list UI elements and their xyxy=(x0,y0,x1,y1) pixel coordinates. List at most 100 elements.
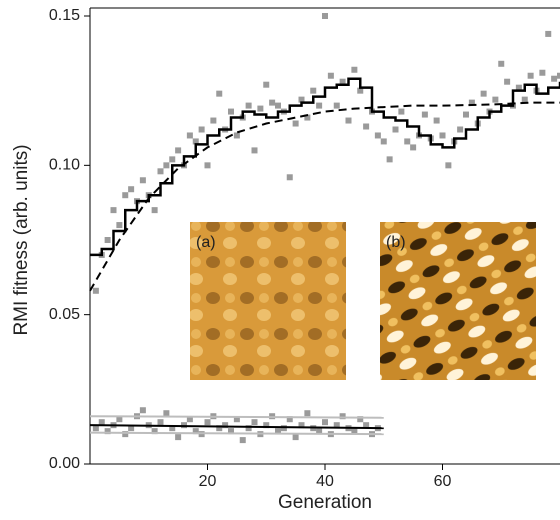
data-point xyxy=(304,114,311,121)
line-line xyxy=(89,424,384,430)
data-point xyxy=(357,416,364,423)
data-point xyxy=(186,132,193,139)
data-point xyxy=(339,413,346,420)
data-point xyxy=(498,60,505,67)
data-point xyxy=(521,96,528,103)
data-point xyxy=(345,117,352,124)
data-point xyxy=(304,410,311,417)
data-point xyxy=(128,425,135,432)
data-point xyxy=(251,147,258,154)
data-point xyxy=(175,147,182,154)
data-point xyxy=(480,90,487,97)
data-point xyxy=(198,126,205,133)
data-point xyxy=(492,96,499,103)
data-point xyxy=(515,84,522,91)
data-point xyxy=(386,156,393,163)
data-point xyxy=(257,105,264,112)
y-tick-label: 0.10 xyxy=(49,157,80,174)
data-point xyxy=(504,78,511,85)
x-tick-label: 60 xyxy=(434,473,452,490)
data-point xyxy=(92,425,99,432)
data-point xyxy=(228,108,234,115)
data-point xyxy=(298,96,305,103)
data-point xyxy=(245,425,252,432)
data-point xyxy=(322,13,328,19)
data-point xyxy=(169,156,176,163)
data-point xyxy=(333,422,340,429)
data-point xyxy=(222,422,229,429)
data-point xyxy=(233,132,240,139)
data-point xyxy=(104,237,111,243)
line-line xyxy=(89,415,384,419)
data-point xyxy=(122,431,129,438)
data-point xyxy=(468,99,475,106)
data-point xyxy=(316,428,323,435)
annotation: (a) xyxy=(196,234,216,251)
data-point xyxy=(245,102,252,109)
data-point xyxy=(122,192,129,199)
data-point xyxy=(92,287,99,294)
data-point xyxy=(322,419,328,426)
data-point xyxy=(175,434,182,441)
data-point xyxy=(275,428,281,435)
data-point xyxy=(327,72,334,79)
data-point xyxy=(286,416,293,423)
x-axis-label: Generation xyxy=(278,492,372,513)
data-point xyxy=(310,87,317,94)
data-point xyxy=(539,69,546,76)
data-point xyxy=(280,425,287,432)
data-point xyxy=(410,144,417,151)
data-point xyxy=(275,102,281,109)
data-point xyxy=(357,87,364,94)
data-point xyxy=(351,428,358,435)
data-point xyxy=(163,162,170,169)
data-point xyxy=(210,117,217,124)
data-point xyxy=(151,428,158,435)
data-point xyxy=(192,138,199,145)
data-point xyxy=(316,102,323,109)
inset-image-a xyxy=(190,222,346,380)
data-point xyxy=(433,117,440,124)
step-line xyxy=(90,77,560,257)
data-point xyxy=(339,78,346,85)
x-tick-label: 20 xyxy=(199,473,217,490)
data-point xyxy=(421,111,428,118)
data-point xyxy=(98,419,105,426)
data-point xyxy=(186,416,193,423)
annotation: (b) xyxy=(386,234,406,251)
data-point xyxy=(151,207,158,214)
y-axis-label: RMI fitness (arb. units) xyxy=(11,144,32,335)
data-point xyxy=(204,162,211,169)
data-point xyxy=(333,102,340,109)
data-point xyxy=(380,138,387,145)
data-point xyxy=(292,120,299,127)
data-point xyxy=(116,416,123,423)
data-point xyxy=(286,174,293,181)
data-point xyxy=(110,207,117,214)
data-point xyxy=(292,434,299,441)
data-point xyxy=(139,407,146,414)
data-point xyxy=(404,138,411,145)
x-tick-label: 40 xyxy=(316,473,334,490)
data-point xyxy=(439,132,446,139)
data-point xyxy=(392,126,399,133)
data-point xyxy=(269,99,276,106)
data-point xyxy=(251,419,258,426)
data-point xyxy=(216,425,223,432)
data-point xyxy=(216,90,223,97)
data-point xyxy=(463,111,469,118)
data-point xyxy=(398,108,405,115)
data-point xyxy=(128,186,135,193)
data-point xyxy=(351,66,358,73)
data-point xyxy=(157,168,164,175)
data-point xyxy=(239,437,246,444)
line-line xyxy=(89,431,384,436)
data-point xyxy=(363,123,370,130)
data-point xyxy=(157,419,164,426)
data-point xyxy=(204,419,211,426)
data-point xyxy=(169,425,176,432)
y-tick-label: 0.00 xyxy=(49,455,80,472)
data-point xyxy=(557,72,560,79)
